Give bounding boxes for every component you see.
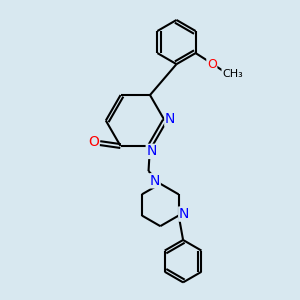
Text: N: N xyxy=(150,174,160,188)
Text: O: O xyxy=(207,58,217,71)
Text: CH₃: CH₃ xyxy=(222,69,243,79)
Text: O: O xyxy=(88,135,99,148)
Text: N: N xyxy=(165,112,175,126)
Text: N: N xyxy=(179,207,189,221)
Text: N: N xyxy=(146,144,157,158)
